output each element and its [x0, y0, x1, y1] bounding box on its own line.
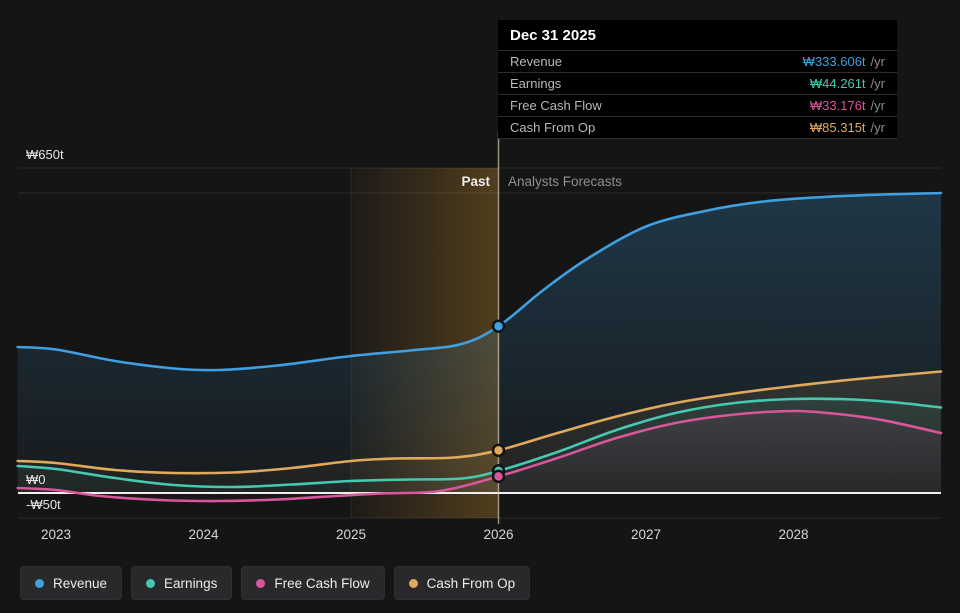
legend: Revenue Earnings Free Cash Flow Cash Fro… [20, 566, 531, 600]
cash-from-op-dot-icon [408, 578, 418, 588]
tooltip-value: ₩33.176t [809, 98, 866, 113]
tooltip-value: ₩44.261t [809, 76, 866, 91]
tooltip-label: Earnings [510, 76, 562, 91]
analysts-forecasts-label: Analysts Forecasts [508, 174, 623, 189]
cash_from_op-line[interactable] [16, 370, 943, 475]
revenue-line[interactable] [16, 191, 943, 372]
legend-label: Revenue [53, 575, 108, 591]
legend-label: Free Cash Flow [274, 575, 370, 591]
tooltip: Dec 31 2025 Revenue ₩333.606t/yr Earning… [498, 20, 897, 139]
past-label: Past [461, 174, 490, 189]
tooltip-label: Cash From Op [510, 120, 596, 135]
y-label-650: ₩650t [26, 147, 64, 162]
earnings-dot-icon [146, 578, 156, 588]
y-label--50: -₩50t [26, 497, 61, 512]
legend-label: Cash From Op [426, 575, 516, 591]
tooltip-suffix: /yr [870, 54, 885, 69]
tooltip-row-revenue: Revenue ₩333.606t/yr [498, 50, 897, 72]
tooltip-value: ₩333.606t [802, 54, 866, 69]
tooltip-suffix: /yr [870, 76, 885, 91]
tooltip-title: Dec 31 2025 [510, 27, 596, 44]
legend-revenue[interactable]: Revenue [20, 566, 123, 600]
x-label-2024: 2024 [188, 527, 219, 542]
revenue-dot-icon [35, 578, 44, 588]
free_cash_flow-marker[interactable] [491, 469, 506, 484]
tooltip-label: Revenue [510, 54, 563, 69]
x-label-2028: 2028 [778, 527, 809, 542]
earnings-line[interactable] [16, 397, 943, 489]
revenue-marker[interactable] [491, 319, 506, 333]
tooltip-suffix: /yr [870, 120, 885, 135]
y-label-0: ₩0 [26, 472, 46, 487]
x-label-2023: 2023 [40, 527, 72, 542]
x-label-2025: 2025 [335, 527, 367, 542]
tooltip-value: ₩85.315t [809, 120, 866, 135]
tooltip-label: Free Cash Flow [510, 98, 602, 113]
cash_from_op-marker[interactable] [491, 443, 506, 458]
tooltip-row-cash-from-op: Cash From Op ₩85.315t/yr [498, 116, 897, 139]
legend-label: Earnings [164, 575, 218, 591]
tooltip-row-earnings: Earnings ₩44.261t/yr [498, 72, 897, 94]
legend-earnings[interactable]: Earnings [131, 566, 233, 600]
legend-free-cash-flow[interactable]: Free Cash Flow [241, 566, 385, 600]
x-label-2026: 2026 [483, 527, 514, 542]
free_cash_flow-area [17, 410, 941, 502]
tooltip-row-free-cash-flow: Free Cash Flow ₩33.176t/yr [498, 94, 897, 116]
tooltip-suffix: /yr [870, 98, 885, 113]
free-cash-flow-dot-icon [256, 578, 266, 588]
free_cash_flow-line[interactable] [16, 409, 943, 503]
legend-cash-from-op[interactable]: Cash From Op [393, 566, 531, 600]
x-label-2027: 2027 [630, 527, 662, 542]
